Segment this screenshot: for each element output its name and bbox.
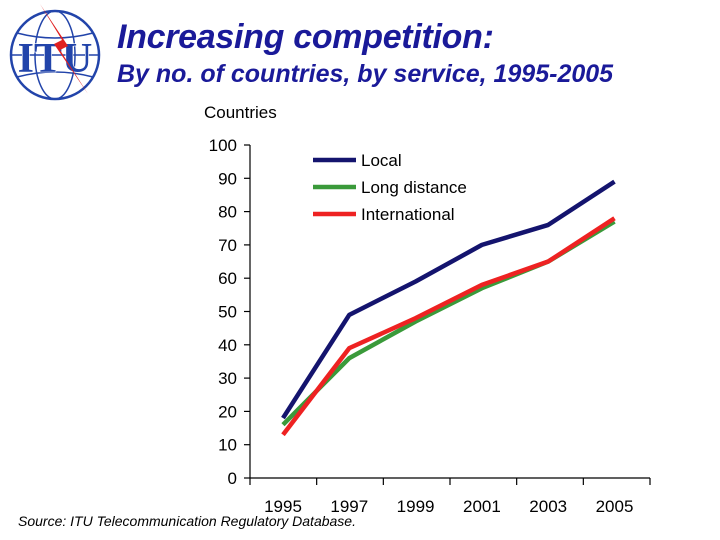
x-tick-label: 2001 [463,497,501,516]
page-subtitle: By no. of countries, by service, 1995-20… [117,60,614,88]
x-tick-label: 1997 [330,497,368,516]
page-title: Increasing competition: [117,18,494,56]
y-tick-label: 60 [218,269,237,288]
source-note: Source: ITU Telecommunication Regulatory… [18,513,356,529]
y-axis-label: Countries [204,103,277,122]
series-layer [281,179,616,437]
series-line-international [281,216,616,437]
chart-axes: 0 10 20 30 40 50 60 70 80 90 100 1995 1997 1999 2001 20… [209,136,651,516]
globe-icon [9,9,101,101]
logo-text: ITU [18,36,93,82]
itu-logo: ITU [9,4,101,101]
x-tick-label: 1995 [264,497,302,516]
x-tick-label: 2005 [596,497,634,516]
x-tick-label: 2003 [529,497,567,516]
y-tick-label: 50 [218,303,237,322]
y-tick-label: 0 [228,469,237,488]
y-tick-label: 30 [218,369,237,388]
legend-label: Long distance [361,178,467,197]
legend-label: International [361,205,455,224]
chart-legend: Local Long distance International [313,151,467,224]
y-tick-label: 20 [218,402,237,421]
x-tick-label: 1999 [397,497,435,516]
y-tick-label: 100 [209,136,237,155]
series-line-local [281,179,616,420]
y-tick-label: 70 [218,236,237,255]
y-tick-label: 40 [218,336,237,355]
y-tick-label: 90 [218,169,237,188]
y-tick-label: 10 [218,436,237,455]
legend-label: Local [361,151,402,170]
y-tick-label: 80 [218,203,237,222]
